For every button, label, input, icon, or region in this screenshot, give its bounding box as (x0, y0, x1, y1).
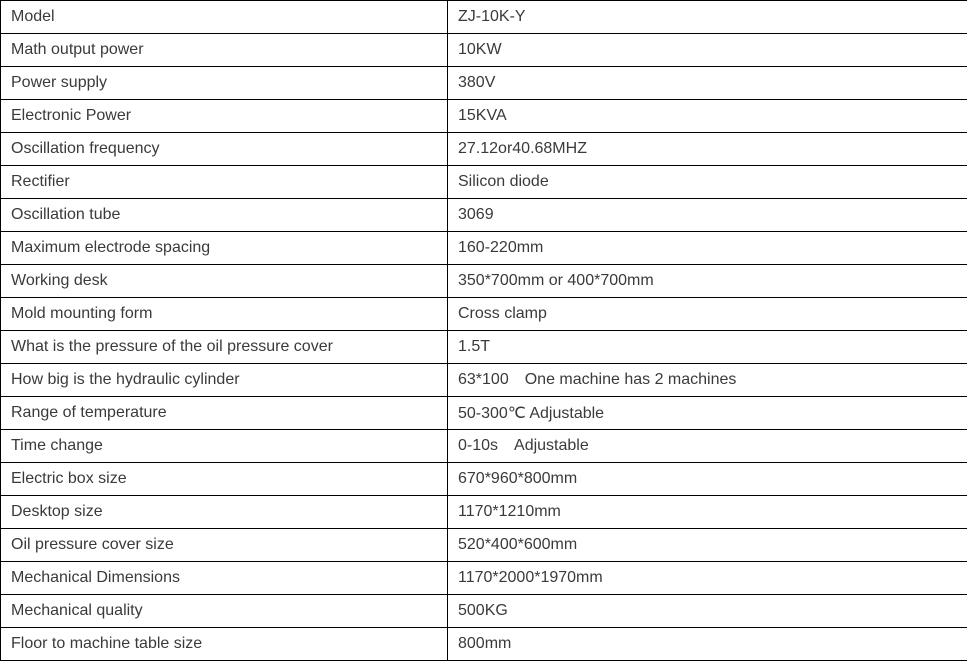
spec-label: Mold mounting form (1, 298, 448, 331)
table-row: Desktop size1170*1210mm (1, 496, 967, 529)
table-row: Power supply380V (1, 67, 967, 100)
spec-table: ModelZJ-10K-Y Math output power10KW Powe… (0, 0, 967, 661)
spec-value: 800mm (448, 628, 967, 661)
table-row: Mechanical quality500KG (1, 595, 967, 628)
table-row: Electronic Power15KVA (1, 100, 967, 133)
table-row: Electric box size670*960*800mm (1, 463, 967, 496)
table-row: RectifierSilicon diode (1, 166, 967, 199)
table-row: What is the pressure of the oil pressure… (1, 331, 967, 364)
spec-label: What is the pressure of the oil pressure… (1, 331, 448, 364)
spec-label: Mechanical Dimensions (1, 562, 448, 595)
table-row: Oscillation frequency27.12or40.68MHZ (1, 133, 967, 166)
spec-label: Time change (1, 430, 448, 463)
spec-value: 380V (448, 67, 967, 100)
spec-value: 1170*2000*1970mm (448, 562, 967, 595)
table-row: Maximum electrode spacing160-220mm (1, 232, 967, 265)
spec-value: 10KW (448, 34, 967, 67)
spec-label: Desktop size (1, 496, 448, 529)
table-row: Range of temperature50-300℃ Adjustable (1, 397, 967, 430)
table-row: Mechanical Dimensions1170*2000*1970mm (1, 562, 967, 595)
spec-value: ZJ-10K-Y (448, 1, 967, 34)
spec-table-body: ModelZJ-10K-Y Math output power10KW Powe… (1, 1, 967, 661)
spec-value: 160-220mm (448, 232, 967, 265)
spec-value: 15KVA (448, 100, 967, 133)
table-row: Floor to machine table size800mm (1, 628, 967, 661)
spec-label: Power supply (1, 67, 448, 100)
spec-value: 520*400*600mm (448, 529, 967, 562)
spec-label: Range of temperature (1, 397, 448, 430)
table-row: Working desk350*700mm or 400*700mm (1, 265, 967, 298)
spec-value: 3069 (448, 199, 967, 232)
spec-label: Mechanical quality (1, 595, 448, 628)
table-row: How big is the hydraulic cylinder63*100 … (1, 364, 967, 397)
spec-label: Floor to machine table size (1, 628, 448, 661)
spec-value: 50-300℃ Adjustable (448, 397, 967, 430)
table-row: ModelZJ-10K-Y (1, 1, 967, 34)
table-row: Oil pressure cover size520*400*600mm (1, 529, 967, 562)
spec-value: Cross clamp (448, 298, 967, 331)
spec-value: 0-10s Adjustable (448, 430, 967, 463)
spec-label: Oscillation tube (1, 199, 448, 232)
spec-value: 350*700mm or 400*700mm (448, 265, 967, 298)
spec-value: 63*100 One machine has 2 machines (448, 364, 967, 397)
spec-value: 1.5T (448, 331, 967, 364)
spec-label: Electric box size (1, 463, 448, 496)
spec-label: Electronic Power (1, 100, 448, 133)
spec-label: Working desk (1, 265, 448, 298)
spec-value: Silicon diode (448, 166, 967, 199)
spec-label: Oil pressure cover size (1, 529, 448, 562)
table-row: Time change0-10s Adjustable (1, 430, 967, 463)
spec-label: Maximum electrode spacing (1, 232, 448, 265)
table-row: Math output power10KW (1, 34, 967, 67)
spec-value: 27.12or40.68MHZ (448, 133, 967, 166)
spec-value: 500KG (448, 595, 967, 628)
spec-label: Oscillation frequency (1, 133, 448, 166)
spec-label: Model (1, 1, 448, 34)
table-row: Oscillation tube3069 (1, 199, 967, 232)
spec-label: Rectifier (1, 166, 448, 199)
table-row: Mold mounting formCross clamp (1, 298, 967, 331)
spec-value: 1170*1210mm (448, 496, 967, 529)
spec-label: Math output power (1, 34, 448, 67)
spec-value: 670*960*800mm (448, 463, 967, 496)
spec-label: How big is the hydraulic cylinder (1, 364, 448, 397)
